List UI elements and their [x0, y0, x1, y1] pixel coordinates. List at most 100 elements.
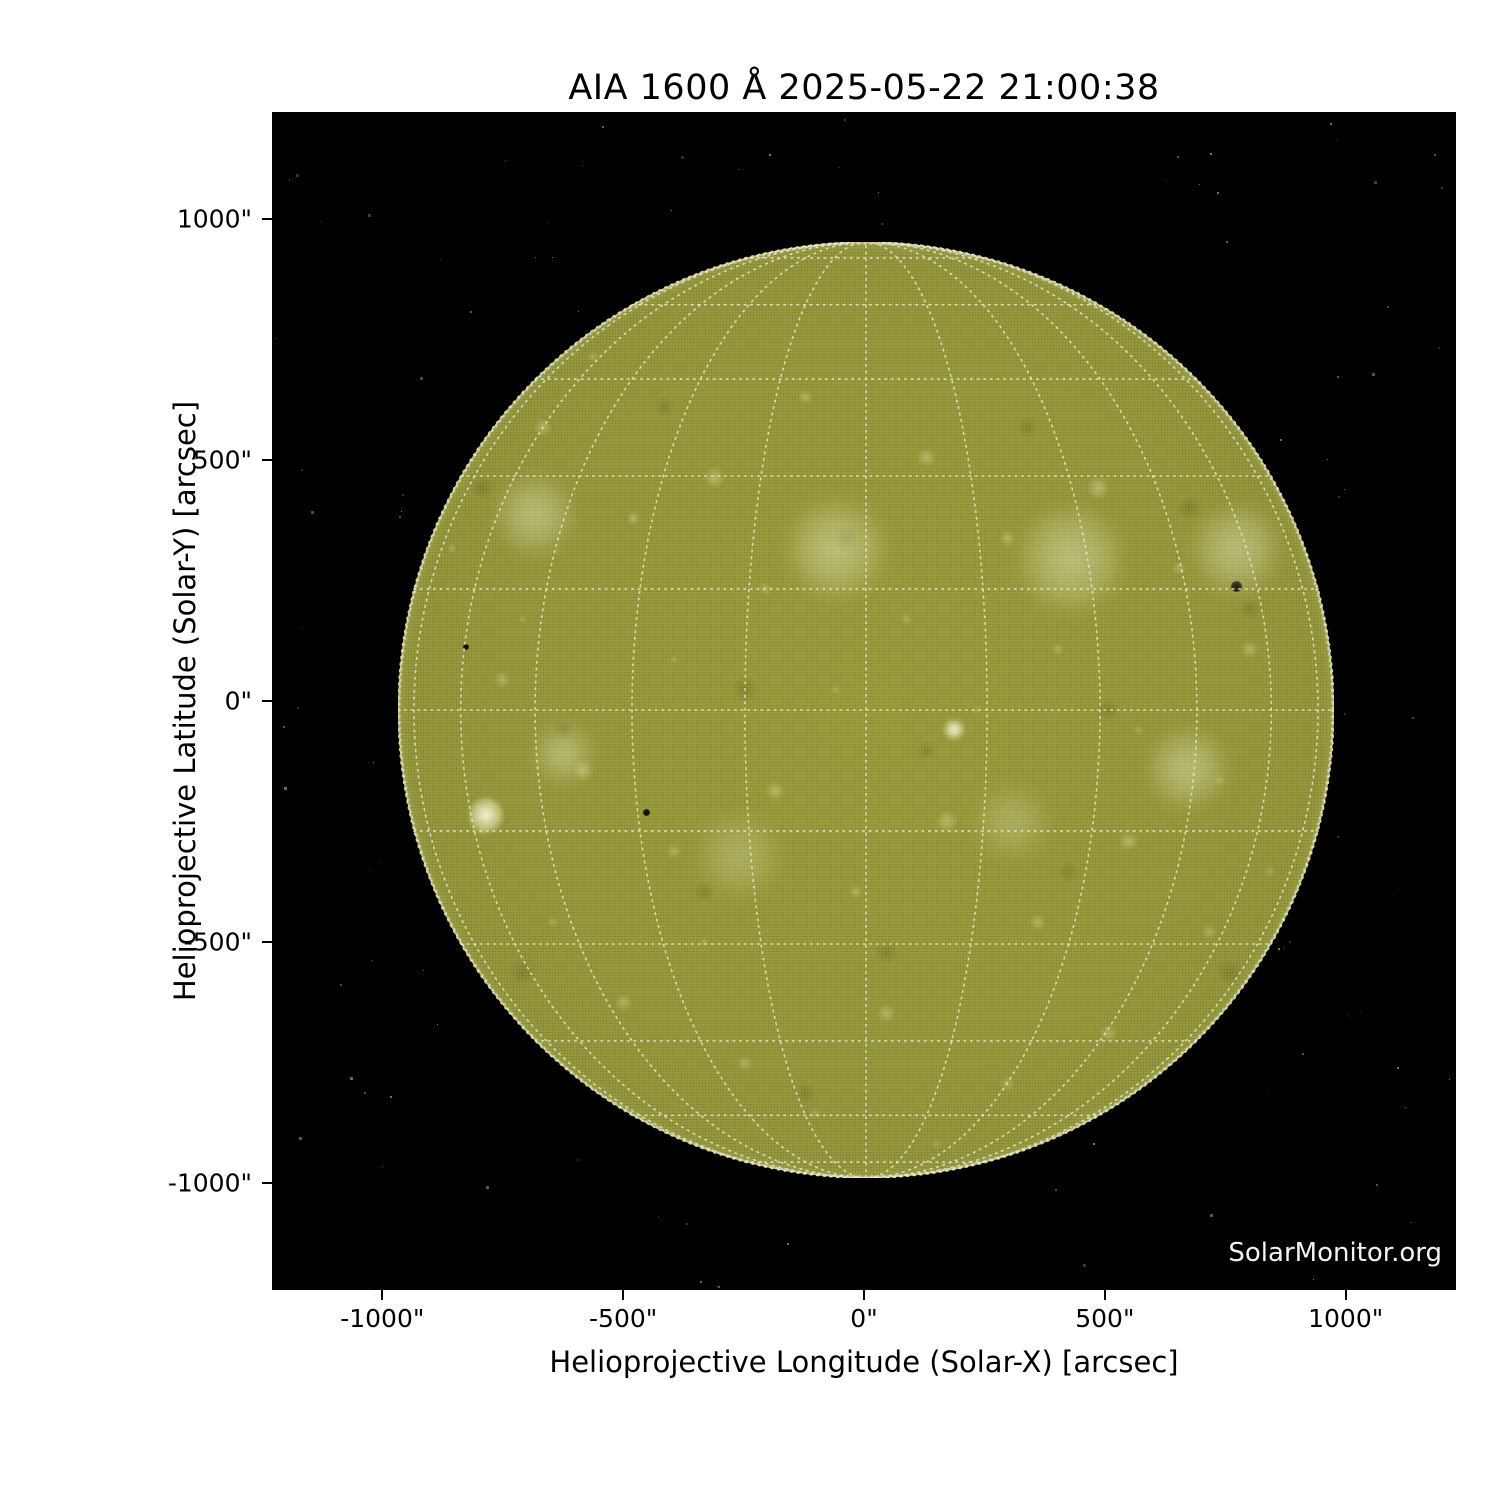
background-speck — [671, 210, 673, 212]
grid-meridian — [744, 242, 865, 1178]
background-speck — [349, 1077, 353, 1081]
background-speck — [283, 726, 286, 729]
background-speck — [1350, 1018, 1352, 1020]
background-speck — [1327, 458, 1329, 460]
background-speck — [1165, 180, 1167, 182]
background-speck — [1283, 948, 1285, 949]
grid-meridian — [871, 242, 1198, 1178]
background-speck — [1082, 1263, 1086, 1267]
background-speck — [400, 511, 402, 513]
background-speck — [371, 960, 373, 962]
sunspot-ne-limb — [1231, 581, 1242, 592]
background-speck — [297, 707, 300, 710]
background-speck — [552, 257, 553, 259]
background-speck — [877, 191, 879, 193]
y-tick-label: 0" — [224, 686, 252, 716]
background-speck — [469, 310, 472, 313]
watermark-label: SolarMonitor.org — [1228, 1238, 1442, 1268]
background-speck — [699, 1281, 702, 1284]
x-tick-mark — [1103, 1290, 1106, 1300]
x-tick-label: 0" — [850, 1304, 878, 1333]
x-axis-title: Helioprojective Longitude (Solar-X) [arc… — [549, 1345, 1179, 1379]
background-speck — [301, 627, 303, 629]
background-speck — [296, 173, 299, 177]
grid-meridian — [867, 242, 988, 1178]
background-speck — [379, 861, 380, 863]
background-speck — [1302, 1052, 1305, 1055]
background-speck — [1337, 376, 1340, 379]
background-speck — [1397, 890, 1399, 892]
background-speck — [681, 155, 685, 159]
y-tick-mark — [262, 700, 272, 702]
figure-title: AIA 1600 Å 2025-05-22 21:00:38 — [568, 68, 1160, 108]
background-speck — [1343, 488, 1345, 490]
x-tick-mark — [1344, 1290, 1347, 1300]
y-tick-mark — [262, 459, 272, 462]
background-speck — [399, 516, 401, 519]
background-speck — [504, 160, 506, 162]
y-tick-label: 1000" — [176, 204, 252, 234]
background-speck — [1397, 1067, 1400, 1070]
grid-meridian — [459, 242, 860, 1178]
y-tick-mark — [262, 940, 272, 943]
background-speck — [578, 310, 580, 312]
x-tick-label: 1000" — [1308, 1304, 1384, 1333]
background-speck — [275, 338, 277, 339]
background-speck — [1346, 1013, 1348, 1015]
y-tick-mark — [262, 1181, 272, 1184]
background-speck — [1375, 1255, 1377, 1256]
background-speck — [691, 1155, 693, 1157]
background-speck — [737, 168, 739, 170]
y-tick-label: -1000" — [167, 1168, 252, 1198]
background-speck — [602, 126, 605, 128]
sunspot-nw-mid — [463, 643, 470, 650]
background-speck — [1226, 241, 1229, 244]
background-speck — [382, 1165, 384, 1167]
grid-meridian — [413, 242, 859, 1178]
solar-disk-container — [398, 242, 1334, 1178]
y-tick-label: 500" — [192, 445, 252, 475]
background-speck — [423, 969, 425, 971]
background-speck — [298, 1137, 302, 1141]
background-speck — [368, 870, 370, 872]
background-speck — [582, 164, 584, 166]
x-tick-mark — [622, 1290, 625, 1300]
x-tick-label: -500" — [589, 1304, 658, 1333]
background-speck — [1373, 180, 1377, 184]
background-speck — [288, 178, 290, 180]
background-speck — [1375, 1183, 1378, 1186]
background-speck — [534, 257, 536, 259]
background-speck — [436, 1023, 438, 1025]
background-speck — [657, 1215, 659, 1217]
background-speck — [363, 1092, 366, 1095]
background-speck — [1448, 1078, 1450, 1080]
y-tick-label: -500" — [183, 927, 252, 957]
background-speck — [1330, 123, 1333, 126]
background-speck — [1176, 156, 1179, 159]
plot-area: SolarMonitor.org — [272, 112, 1456, 1290]
background-speck — [1054, 1189, 1057, 1192]
background-speck — [339, 983, 342, 986]
background-speck — [576, 1159, 579, 1162]
background-speck — [1441, 187, 1444, 189]
x-tick-label: -1000" — [340, 1304, 425, 1333]
background-speck — [1338, 495, 1341, 498]
background-speck — [1434, 154, 1437, 157]
background-speck — [1209, 153, 1212, 156]
background-speck — [1278, 948, 1281, 951]
background-speck — [1289, 941, 1291, 944]
grid-meridian — [631, 242, 863, 1178]
background-speck — [787, 1242, 790, 1245]
grid-meridian — [869, 242, 1101, 1178]
grid-meridian — [872, 242, 1273, 1178]
y-axis-title: Helioprojective Latitude (Solar-Y) [arcs… — [168, 400, 202, 1002]
background-speck — [1386, 305, 1389, 308]
background-speck — [372, 762, 374, 764]
background-speck — [768, 154, 771, 157]
background-speck — [1216, 191, 1219, 194]
background-speck — [1210, 1213, 1214, 1217]
background-speck — [369, 1288, 370, 1290]
background-speck — [319, 221, 321, 223]
background-speck — [1313, 1278, 1315, 1280]
